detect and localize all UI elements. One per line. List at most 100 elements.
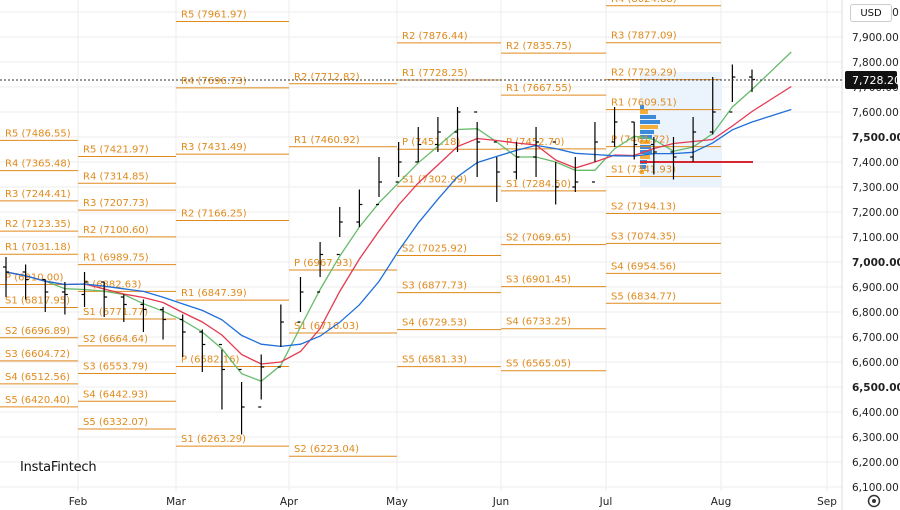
pivot-label: S3 (6553.79) xyxy=(83,362,148,373)
y-tick-label: 6,900.00 xyxy=(852,282,899,294)
pivot-label: S4 (6729.53) xyxy=(402,318,467,329)
pivot-label: R4 (7696.73) xyxy=(181,76,247,87)
pivot-label: S1 (6817.95) xyxy=(5,296,70,307)
pivot-label: S1 (7341.93) xyxy=(611,165,676,176)
pivot-label: R2 (7729.29) xyxy=(611,68,677,79)
pivot-label: S1 (6716.03) xyxy=(294,321,359,332)
pivot-label: S1 (6263.29) xyxy=(181,434,246,445)
pivot-label: S2 (6696.89) xyxy=(5,326,70,337)
y-tick-label: 7,100.00 xyxy=(852,232,899,244)
pivot-label: P (7461.72) xyxy=(611,135,669,146)
pivot-label: S2 (7194.13) xyxy=(611,201,676,212)
current-price-label: 7,728.20 xyxy=(852,74,900,87)
pivot-label: S3 (7074.35) xyxy=(611,231,676,242)
y-tick-label: 6,200.00 xyxy=(852,457,899,469)
currency-selector[interactable]: USD xyxy=(850,4,892,22)
profile-bar xyxy=(640,120,660,124)
y-tick-label: 6,600.00 xyxy=(852,357,899,369)
moving-averages xyxy=(5,51,792,382)
pivot-label: S2 (7069.65) xyxy=(506,233,571,244)
pivot-label: P (7451.18) xyxy=(402,137,460,148)
pivot-label: R2 (7123.35) xyxy=(5,219,71,230)
profile-bar xyxy=(640,125,658,129)
pivot-label: P (6882.63) xyxy=(83,279,141,290)
x-axis: Feb Mar Apr May Jun Jul Aug Sep xyxy=(69,496,838,508)
pivot-label: R4 (7365.48) xyxy=(5,159,71,170)
pivot-label: R2 (7876.44) xyxy=(402,31,468,42)
pivot-label: S4 (6512.56) xyxy=(5,372,70,383)
y-tick-label: 7,600.00 xyxy=(852,107,899,119)
pivot-label: P (6582.16) xyxy=(181,354,239,365)
pivot-label: R1 (7460.92) xyxy=(294,135,360,146)
y-tick-label: 7,800.00 xyxy=(852,57,899,69)
pivot-label: S5 (6420.40) xyxy=(5,395,70,406)
profile-bar xyxy=(640,155,650,159)
y-tick-label: 7,500.00 xyxy=(852,132,900,144)
pivot-label: R1 (7667.55) xyxy=(506,83,572,94)
x-tick-label: Mar xyxy=(166,496,186,508)
pivot-label: S5 (6834.77) xyxy=(611,291,676,302)
x-tick-label: Jun xyxy=(492,496,509,508)
pivot-label: S5 (6581.33) xyxy=(402,355,467,366)
pivot-label: R2 (7166.25) xyxy=(181,208,247,219)
pivot-label: R3 (7207.73) xyxy=(83,198,149,209)
y-tick-label: 7,200.00 xyxy=(852,207,899,219)
pivot-label: R2 (7835.75) xyxy=(506,41,572,52)
settings-icon[interactable] xyxy=(866,493,882,509)
current-price-tag xyxy=(845,70,897,89)
pivot-label: R2 (7100.60) xyxy=(83,225,149,236)
pivot-label: R1 (6847.39) xyxy=(181,288,247,299)
x-tick-label: Sep xyxy=(817,496,837,508)
pivot-label: S5 (6565.05) xyxy=(506,359,571,370)
pivot-label: S5 (6332.07) xyxy=(83,417,148,428)
profile-bar xyxy=(640,110,648,114)
pivot-label: S1 (6771.77) xyxy=(83,307,148,318)
moving-average-line xyxy=(5,108,792,348)
profile-bar xyxy=(640,105,644,109)
y-tick-label: 6,400.00 xyxy=(852,407,899,419)
profile-bar xyxy=(640,150,652,154)
candles xyxy=(3,64,755,435)
x-tick-label: Apr xyxy=(280,496,299,508)
x-tick-label: Aug xyxy=(711,496,732,508)
pivot-label: R5 (7421.97) xyxy=(83,145,149,156)
moving-average-line xyxy=(5,85,792,365)
y-tick-label: 7,900.00 xyxy=(852,32,899,44)
pivot-label: P (7452.70) xyxy=(506,137,564,148)
pivot-label: S3 (6604.72) xyxy=(5,349,70,360)
pivot-label: S3 (6901.45) xyxy=(506,275,571,286)
y-tick-label: 6,500.00 xyxy=(852,382,900,394)
pivot-label: P (6967.93) xyxy=(294,258,352,269)
pivot-label: R1 (7728.25) xyxy=(402,68,468,79)
y-tick-label: 7,300.00 xyxy=(852,182,899,194)
y-tick-label: 6,700.00 xyxy=(852,332,899,344)
moving-average-line xyxy=(5,51,792,382)
pivot-label: R3 (7431.49) xyxy=(181,142,247,153)
pivot-label: R1 (7609.51) xyxy=(611,98,677,109)
profile-bar xyxy=(640,115,656,119)
pivot-label: S2 (7025.92) xyxy=(402,244,467,255)
profile-bar xyxy=(640,170,644,174)
y-axis: 6,100.00 6,200.00 6,300.00 6,400.00 6,500.00… xyxy=(845,7,900,494)
pivot-label: R5 (7961.97) xyxy=(181,10,247,21)
profile-bar xyxy=(640,165,646,169)
pivot-label: R4 (7314.85) xyxy=(83,171,149,182)
y-tick-label: 6,300.00 xyxy=(852,432,899,444)
pivot-label: S4 (6442.93) xyxy=(83,389,148,400)
x-tick-label: Jul xyxy=(599,496,613,508)
pivot-label: R4 (8024.88) xyxy=(611,0,677,5)
pivot-label: S2 (6223.04) xyxy=(294,444,359,455)
profile-bar xyxy=(640,135,652,139)
y-tick-label: 7,400.00 xyxy=(852,157,899,169)
pivot-label: R2 (7712.82) xyxy=(294,72,360,83)
pivot-label: R5 (7486.55) xyxy=(5,128,71,139)
pivot-label: S4 (6733.25) xyxy=(506,317,571,328)
profile-bar xyxy=(640,140,650,144)
pivot-label: S1 (7302.99) xyxy=(402,174,467,185)
pivot-levels: R5 (7486.55) R4 (7365.48) R3 (7244.41) R2 (… xyxy=(0,0,721,457)
pivot-label: S4 (6954.56) xyxy=(611,261,676,272)
x-tick-label: May xyxy=(386,496,408,508)
pivot-label: S1 (7284.50) xyxy=(506,179,571,190)
y-tick-label: 7,000.00 xyxy=(852,257,900,269)
